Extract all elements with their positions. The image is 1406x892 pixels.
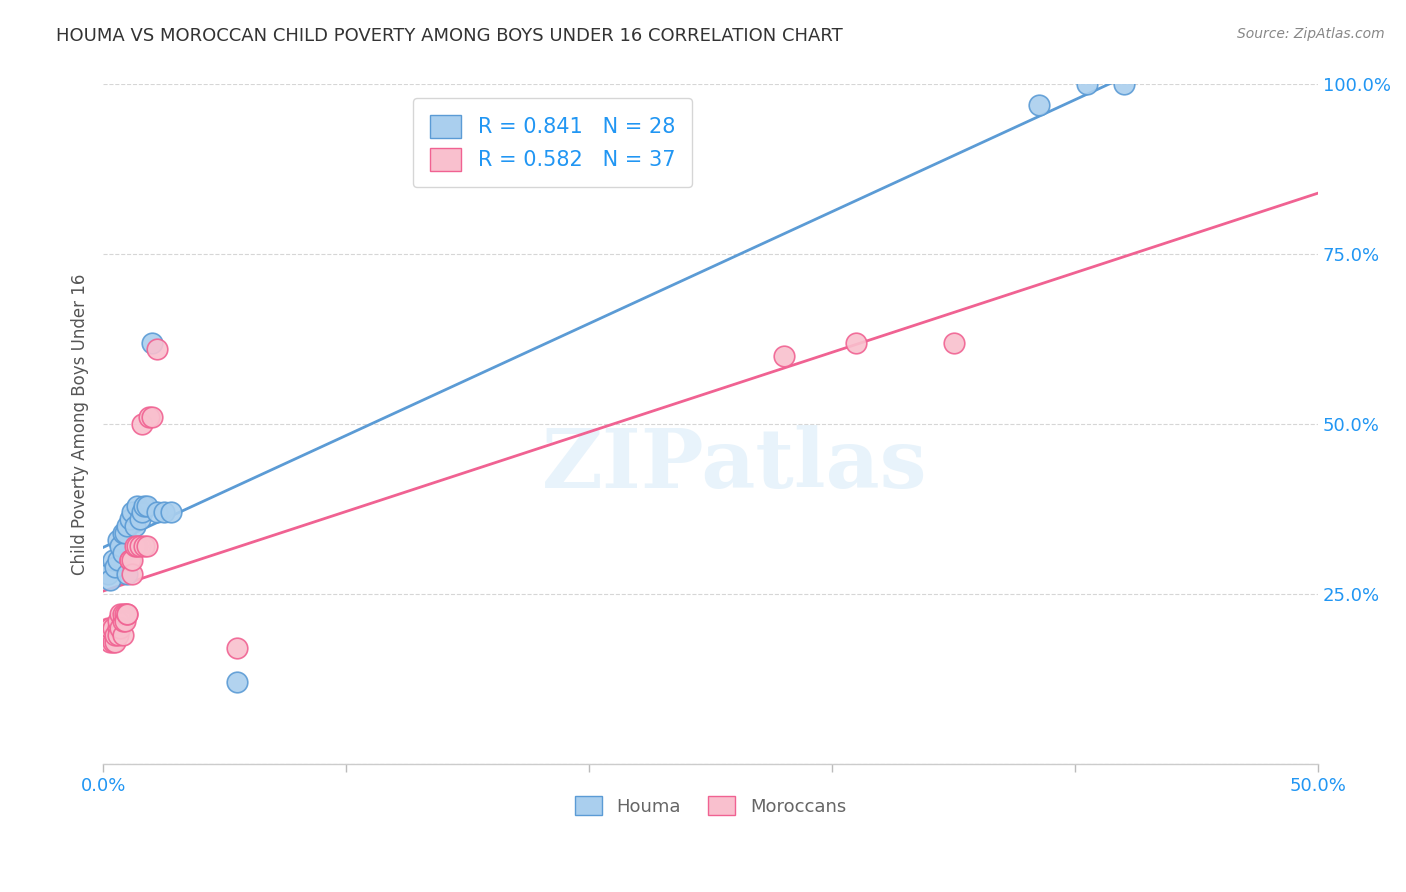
Point: [131, 417, 153, 431]
Point: [111, 614, 134, 628]
Point: [117, 607, 139, 622]
Point: [135, 499, 157, 513]
Point: [845, 335, 868, 350]
Point: [104, 559, 127, 574]
Point: [104, 634, 127, 648]
Point: [104, 628, 127, 642]
Point: [114, 525, 136, 540]
Point: [118, 512, 141, 526]
Point: [138, 410, 160, 425]
Point: [111, 546, 134, 560]
Point: [107, 614, 129, 628]
Point: [114, 614, 136, 628]
Point: [772, 349, 794, 363]
Legend: Houma, Moroccans: Houma, Moroccans: [568, 789, 853, 822]
Point: [114, 607, 136, 622]
Point: [134, 540, 156, 554]
Point: [94, 628, 117, 642]
Text: HOUMA VS MOROCCAN CHILD POVERTY AMONG BOYS UNDER 16 CORRELATION CHART: HOUMA VS MOROCCAN CHILD POVERTY AMONG BO…: [56, 27, 844, 45]
Point: [111, 628, 134, 642]
Point: [121, 505, 143, 519]
Point: [128, 512, 150, 526]
Point: [225, 675, 247, 690]
Point: [124, 540, 146, 554]
Point: [117, 607, 139, 622]
Point: [101, 621, 124, 635]
Point: [101, 634, 124, 648]
Y-axis label: Child Poverty Among Boys Under 16: Child Poverty Among Boys Under 16: [72, 274, 89, 574]
Point: [135, 540, 157, 554]
Point: [225, 641, 247, 656]
Point: [108, 540, 131, 554]
Point: [117, 519, 139, 533]
Point: [111, 607, 134, 622]
Text: ZIPatlas: ZIPatlas: [543, 425, 928, 505]
Point: [145, 343, 167, 357]
Point: [117, 566, 139, 581]
Point: [1076, 78, 1098, 92]
Point: [131, 505, 153, 519]
Point: [145, 505, 167, 519]
Point: [118, 553, 141, 567]
Point: [121, 566, 143, 581]
Point: [1028, 98, 1050, 112]
Point: [128, 540, 150, 554]
Point: [127, 499, 149, 513]
Point: [101, 553, 124, 567]
Point: [124, 519, 146, 533]
Point: [108, 621, 131, 635]
Point: [121, 553, 143, 567]
Point: [141, 410, 163, 425]
Point: [134, 499, 156, 513]
Point: [160, 505, 183, 519]
Point: [97, 566, 120, 581]
Point: [111, 525, 134, 540]
Point: [100, 634, 122, 648]
Point: [97, 621, 120, 635]
Point: [141, 335, 163, 350]
Point: [108, 607, 131, 622]
Point: [107, 628, 129, 642]
Point: [100, 621, 122, 635]
Point: [107, 621, 129, 635]
Point: [107, 553, 129, 567]
Point: [942, 335, 965, 350]
Point: [100, 574, 122, 588]
Point: [127, 540, 149, 554]
Point: [1112, 78, 1135, 92]
Point: [118, 553, 141, 567]
Point: [107, 533, 129, 547]
Text: Source: ZipAtlas.com: Source: ZipAtlas.com: [1237, 27, 1385, 41]
Point: [153, 505, 176, 519]
